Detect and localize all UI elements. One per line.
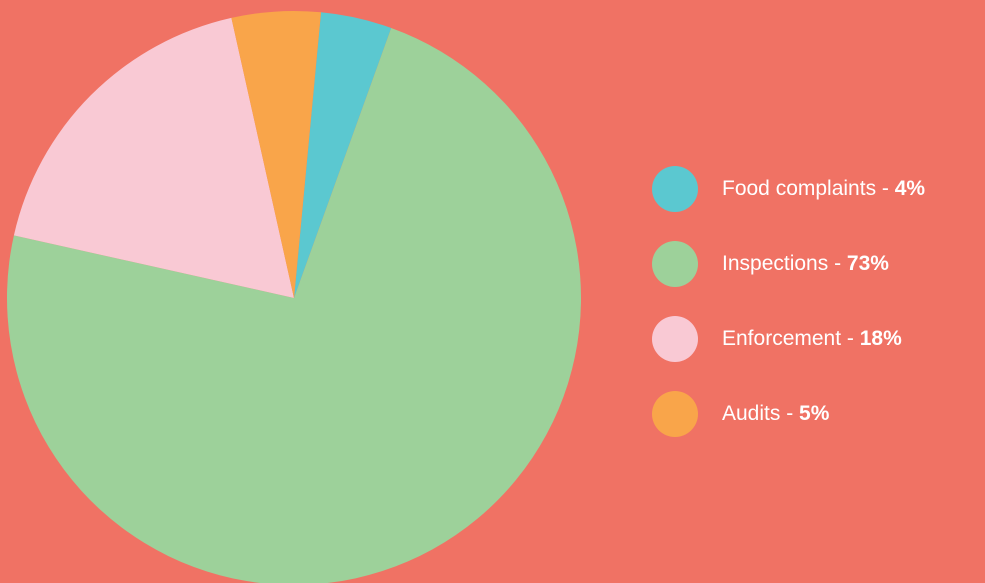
- legend-value: 5%: [780, 402, 829, 426]
- pie-slice: [294, 12, 392, 299]
- legend-item: Enforcement18%: [652, 316, 925, 362]
- legend-label: Audits: [722, 402, 781, 425]
- legend-item: Audits5%: [652, 391, 925, 437]
- pie-slice: [7, 27, 581, 583]
- legend-label: Enforcement: [722, 327, 842, 350]
- legend-swatch: [652, 391, 698, 437]
- legend-swatch: [652, 316, 698, 362]
- legend: Food complaints4% Inspections73% Enforceme…: [652, 166, 925, 466]
- pie-slice: [13, 17, 294, 298]
- legend-label: Inspections: [722, 252, 829, 275]
- pie-slice: [231, 10, 322, 298]
- legend-swatch: [652, 241, 698, 287]
- legend-value: 73%: [828, 252, 889, 276]
- legend-item: Food complaints4%: [652, 166, 925, 212]
- legend-value: 18%: [841, 327, 902, 351]
- legend-value: 4%: [876, 177, 925, 201]
- legend-label: Food complaints: [722, 177, 877, 200]
- legend-item: Inspections73%: [652, 241, 925, 287]
- legend-swatch: [652, 166, 698, 212]
